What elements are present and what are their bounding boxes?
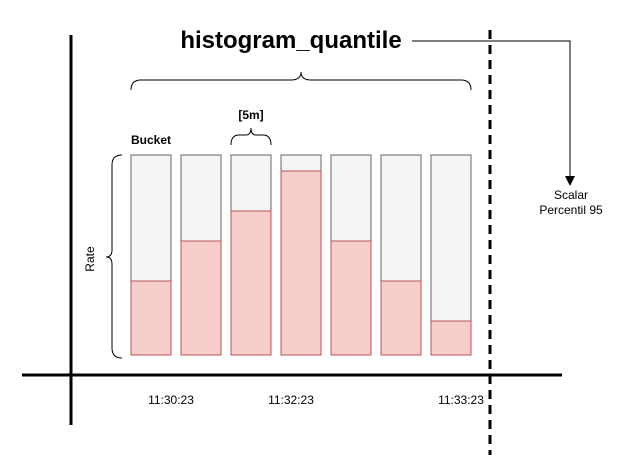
bucket-6-fill <box>380 280 422 356</box>
window-label: [5m] <box>238 108 263 122</box>
all-buckets-brace <box>130 71 472 91</box>
bucket-1-fill <box>130 280 172 356</box>
bucket-5-fill <box>330 240 372 356</box>
scalar-label: Scalar <box>554 188 588 202</box>
bucket-2-fill <box>180 240 222 356</box>
connector-arrowhead-icon <box>565 176 575 186</box>
time-label-1: 11:30:23 <box>148 393 194 407</box>
bucket-4-fill <box>280 170 322 356</box>
bucket-7-fill <box>430 320 472 356</box>
window-brace <box>230 127 272 146</box>
time-label-3: 11:33:23 <box>438 393 484 407</box>
time-label-2: 11:32:23 <box>268 393 314 407</box>
rate-brace <box>105 154 123 359</box>
bucket-label: Bucket <box>131 133 171 147</box>
diagram-title: histogram_quantile <box>180 27 401 54</box>
title-to-scalar-connector <box>412 40 571 178</box>
buckets-group <box>130 154 472 356</box>
bucket-3-fill <box>230 210 272 356</box>
percentile-label: Percentil 95 <box>539 203 603 217</box>
rate-label: Rate <box>83 246 97 272</box>
